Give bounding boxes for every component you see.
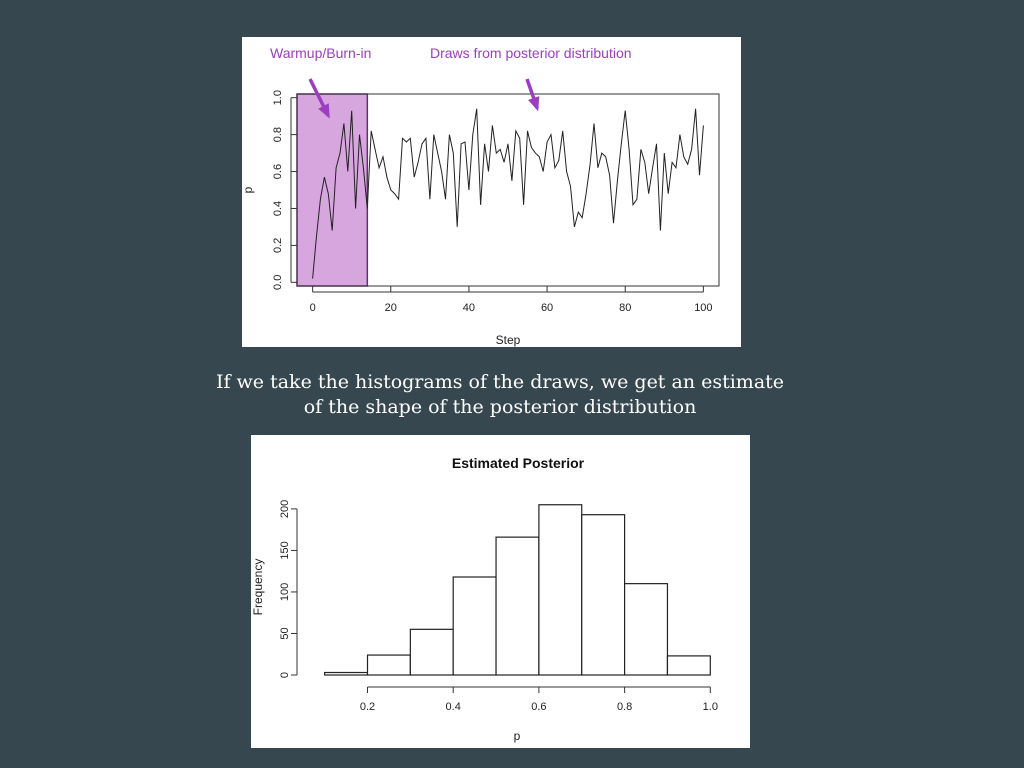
histogram-bar	[581, 514, 626, 676]
trace-xtick-label: 100	[694, 302, 712, 314]
trace-xtick-label: 0	[310, 302, 316, 314]
histogram-xlabel: p	[514, 729, 521, 743]
trace-ytick-label: 0.0	[272, 275, 284, 290]
hist-ytick-label: 150	[279, 541, 291, 559]
histogram-plot: Estimated Posterior p Frequency 0.2 0.4 0.…	[251, 455, 718, 743]
trace-ytick-label: 1.0	[272, 90, 284, 105]
caption-line-1: If we take the histograms of the draws, …	[215, 371, 785, 393]
trace-frame	[296, 93, 720, 287]
histogram-title: Estimated Posterior	[452, 455, 585, 471]
trace-plot: Warmup/Burn-in Draws from posterior dist…	[241, 45, 720, 347]
hist-xtick-label: 0.8	[617, 701, 632, 713]
hist-ytick-label: 200	[279, 500, 291, 518]
hist-xtick-label: 0.4	[446, 701, 461, 713]
histogram-bar	[666, 655, 711, 676]
hist-xtick-label: 0.6	[531, 701, 546, 713]
histogram-bar	[324, 671, 369, 676]
burnin-annotation-label: Warmup/Burn-in	[270, 45, 371, 61]
burnin-arrow-head	[318, 103, 330, 119]
hist-xtick-label: 1.0	[703, 701, 718, 713]
trace-ylabel: p	[242, 186, 255, 193]
histogram-bar	[624, 583, 669, 676]
hist-ytick-label: 50	[279, 627, 291, 639]
histogram-bar	[409, 628, 454, 676]
trace-ytick-label: 0.4	[272, 201, 284, 216]
posterior-annotation-label: Draws from posterior distribution	[430, 45, 632, 61]
hist-ytick-label: 100	[279, 583, 291, 601]
trace-xtick-label: 60	[541, 302, 553, 314]
trace-xtick-label: 40	[463, 302, 475, 314]
trace-xlabel: Step	[496, 333, 521, 347]
histogram-bar	[452, 576, 497, 676]
trace-ytick-label: 0.2	[272, 238, 284, 253]
histogram-bar	[366, 654, 411, 676]
trace-ytick-label: 0.6	[272, 164, 284, 179]
histogram-panel: Estimated Posterior p Frequency 0.2 0.4 0.…	[251, 435, 750, 748]
posterior-arrow-head	[528, 96, 540, 112]
caption: If we take the histograms of the draws, …	[150, 370, 850, 420]
trace-xtick-label: 20	[385, 302, 397, 314]
trace-line	[312, 108, 704, 279]
trace-xtick-label: 80	[619, 302, 631, 314]
burnin-region	[296, 93, 369, 287]
trace-ytick-label: 0.8	[272, 127, 284, 142]
trace-plot-panel: Warmup/Burn-in Draws from posterior dist…	[241, 37, 741, 347]
hist-ytick-label: 0	[279, 672, 291, 678]
hist-xtick-label: 0.2	[360, 701, 375, 713]
histogram-ylabel: Frequency	[251, 559, 265, 616]
histogram-bar	[495, 536, 540, 676]
histogram-bar	[538, 504, 583, 676]
caption-line-2: of the shape of the posterior distributi…	[303, 396, 697, 418]
